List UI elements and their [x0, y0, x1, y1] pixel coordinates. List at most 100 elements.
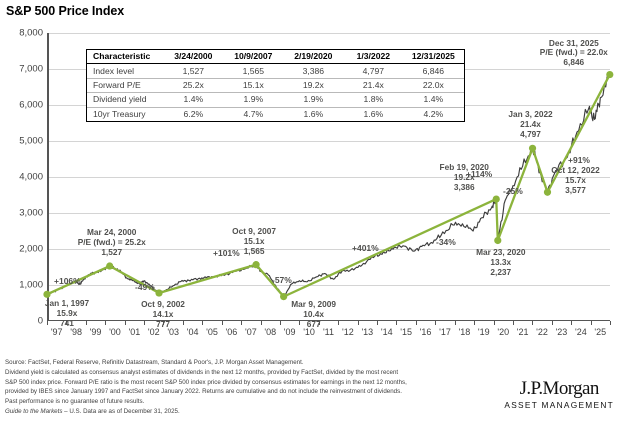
- annotation-line: 6,846: [563, 57, 585, 68]
- annotation-line: Mar 24, 2000: [87, 227, 137, 238]
- x-axis-tick: [182, 321, 184, 325]
- table-cell: 1.4%: [423, 94, 444, 105]
- marker-dot: [543, 188, 552, 196]
- x-axis-tick-label: '15: [400, 327, 413, 337]
- x-axis-tick: [551, 321, 553, 325]
- annotation-line: 13.3x: [490, 257, 512, 268]
- annotation-line: 14.1x: [152, 308, 174, 319]
- annotation-mar-9-2009: Mar 9, 2009 10.4x 677: [291, 299, 336, 330]
- annotation-dec-31-2025: Dec 31, 2025 P/E (fwd.) = 22.0x 6,846: [539, 37, 608, 69]
- annotation-jan-1-1997: Jan 1, 1997 15.9x 741: [45, 298, 89, 329]
- return-label-106: +106%: [54, 276, 81, 286]
- table-row: Dividend yield 1.4% 1.9% 1.9% 1.8% 1.4%: [87, 93, 465, 107]
- table-row: Forward P/E 25.2x 15.1x 19.2x 21.4x 22.0x: [87, 78, 465, 93]
- footnote-line-2: Dividend yield is calculated as consensu…: [5, 368, 399, 376]
- table-cell: 1,565: [242, 65, 265, 76]
- x-axis-tick: [377, 321, 379, 325]
- x-axis: '97 '98 '99 '00 '01 '02 '03 '04 '05 '06 '07 '08 '09 '…: [47, 321, 611, 347]
- x-axis-tick: [590, 321, 592, 325]
- annotation-line: 1,565: [243, 245, 265, 256]
- table-cell: 1.6%: [363, 108, 384, 119]
- y-axis-tick-label: 8,000: [19, 27, 43, 39]
- grid-line: [47, 177, 610, 178]
- x-axis-tick: [532, 321, 534, 325]
- x-axis-tick: [47, 321, 48, 325]
- table-cell: 4.2%: [423, 108, 444, 119]
- annotation-line: 1,527: [101, 246, 123, 257]
- annotation-line: 2,237: [490, 267, 512, 278]
- return-label-91: +91%: [568, 155, 590, 165]
- table-cell: 1.9%: [303, 94, 324, 105]
- annotation-mar-24-2000: Mar 24, 2000 P/E (fwd.) = 25.2x 1,527: [78, 227, 146, 258]
- footnote-line-1: Source: FactSet, Federal Reserve, Refini…: [5, 359, 304, 366]
- marker-dot: [528, 144, 537, 152]
- jpmorgan-logo: J.P.Morgan ASSET MANAGEMENT: [504, 379, 614, 410]
- footnote-line-5: Past performance is no guarantee of futu…: [5, 398, 145, 406]
- annotation-line: Dec 31, 2025: [548, 37, 599, 48]
- x-axis-tick-label: '12: [342, 327, 354, 337]
- annotation-oct-9-2007: Oct 9, 2007 15.1x 1,565: [232, 226, 276, 257]
- table-cell: 1,527: [182, 65, 205, 76]
- marker-dot: [494, 236, 502, 245]
- annotation-line: 3,386: [453, 182, 475, 192]
- trend-segment-line: [46, 74, 611, 298]
- x-axis-tick: [357, 321, 359, 325]
- table-row: 10yr Treasury 6.2% 4.7% 1.6% 1.6% 4.2%: [87, 107, 464, 121]
- x-axis-tick: [435, 321, 437, 325]
- return-label-101: +101%: [213, 248, 240, 258]
- table-header-date: 1/3/2022: [356, 51, 391, 62]
- return-label-114: +114%: [466, 169, 493, 179]
- marker-dot: [606, 70, 614, 79]
- return-label-34: -34%: [436, 237, 456, 247]
- x-axis-tick-label: '14: [380, 327, 393, 337]
- marker-dot: [155, 289, 163, 297]
- annotation-line: 15.9x: [56, 308, 78, 319]
- footnotes: Source: FactSet, Federal Reserve, Refini…: [5, 358, 445, 417]
- marker-dot: [43, 290, 51, 298]
- annotation-jan-3-2022: Jan 3, 2022 21.4x 4,797: [508, 109, 552, 140]
- x-axis-tick-label: '25: [594, 327, 607, 337]
- annotation-line: 19.2x: [453, 172, 475, 183]
- annotation-line: 10.4x: [303, 308, 325, 319]
- x-axis-tick: [571, 321, 573, 325]
- table-cell: 6.2%: [183, 108, 204, 119]
- annotation-line: P/E (fwd.) = 22.0x: [539, 47, 608, 58]
- annotation-line: 777: [156, 318, 170, 329]
- return-label-25: -25%: [503, 186, 523, 196]
- table-cell: 1.4%: [183, 94, 204, 105]
- table-cell: 15.1x: [242, 79, 264, 90]
- annotation-line: 21.4x: [520, 119, 541, 130]
- grid-line: [47, 285, 610, 286]
- table-header-date: 2/19/2020: [294, 51, 333, 62]
- grid-line: [47, 249, 610, 250]
- table-row-label: 10yr Treasury: [93, 108, 146, 119]
- x-axis-tick: [279, 321, 281, 325]
- y-axis-tick-label: 7,000: [19, 63, 43, 75]
- footnote-line-3: S&P 500 index price. Forward P/E ratio i…: [5, 378, 407, 386]
- x-axis-tick-label: '09: [283, 327, 296, 337]
- x-axis-tick-label: '06: [225, 327, 238, 337]
- x-axis-tick-label: '08: [264, 327, 277, 337]
- chart-series-svg: [43, 70, 614, 301]
- x-axis-tick: [338, 321, 340, 325]
- x-axis-tick: [124, 321, 126, 325]
- x-axis-tick: [474, 321, 476, 325]
- logo-brand: J.P.Morgan: [519, 378, 600, 399]
- y-axis-tick-label: 1,000: [19, 279, 43, 291]
- y-axis-tick-label: 0: [37, 315, 43, 327]
- table-header-date: 12/31/2025: [411, 51, 455, 62]
- x-axis-tick-label: '23: [555, 327, 568, 337]
- x-axis-tick-label: '22: [536, 327, 548, 337]
- x-axis-tick-label: '13: [361, 327, 374, 337]
- x-axis-tick: [299, 321, 301, 325]
- x-axis-tick: [241, 321, 243, 325]
- table-header-row: Characteristic 3/24/2000 10/9/2007 2/19/202…: [87, 50, 465, 64]
- table-header-characteristic: Characteristic: [93, 51, 151, 62]
- x-axis-tick-label: '98: [70, 327, 82, 337]
- x-axis-tick-label: '00: [109, 327, 121, 337]
- x-axis-tick: [144, 321, 146, 325]
- x-axis-tick: [66, 321, 68, 325]
- x-axis-tick: [85, 321, 87, 325]
- x-axis-tick-label: '07: [244, 327, 257, 337]
